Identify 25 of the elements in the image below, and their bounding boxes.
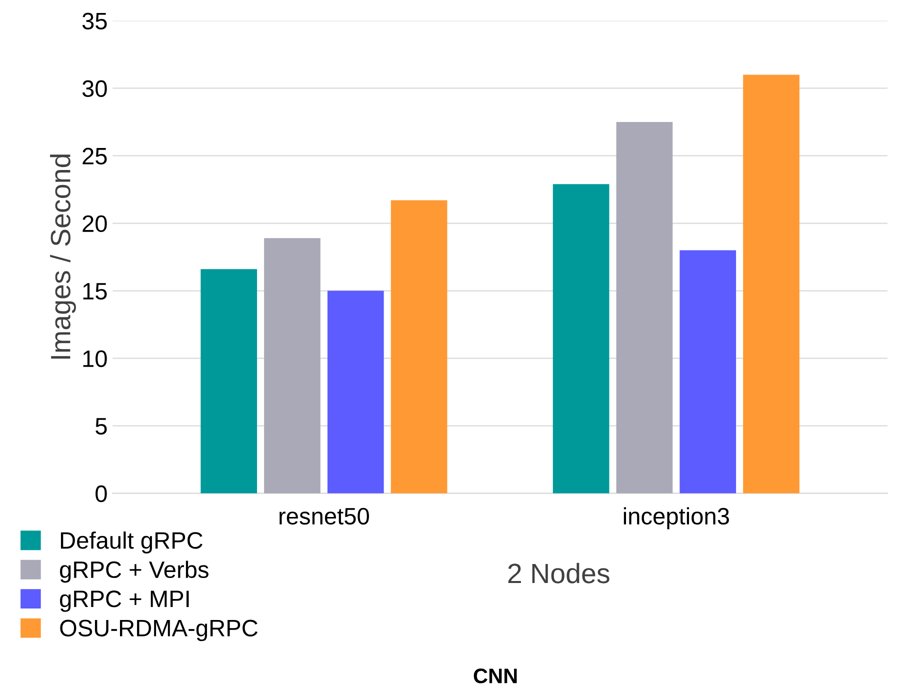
y-tick-label: 35 — [82, 12, 107, 30]
bar — [680, 250, 736, 494]
bar — [264, 238, 320, 494]
bar — [743, 74, 800, 494]
bar — [327, 290, 384, 494]
y-tick-label: 0 — [96, 485, 107, 502]
y-axis-title: Images / Second — [50, 154, 76, 359]
y-tick-label: 25 — [82, 148, 107, 165]
y-tick-label: 20 — [82, 215, 107, 232]
legend-label: gRPC + Verbs — [60, 560, 208, 583]
legend-label: gRPC + MPI — [60, 590, 189, 612]
bar — [390, 200, 448, 494]
bar — [552, 184, 610, 494]
x-tick-label: inception3 — [624, 507, 729, 530]
x-axis-title: 2 Nodes — [508, 562, 610, 584]
y-tick-label: 30 — [82, 80, 107, 98]
y-tick-label: 5 — [96, 418, 107, 435]
y-tick-label: 10 — [83, 350, 107, 368]
bar — [616, 122, 673, 494]
x-tick-label: resnet50 — [280, 508, 369, 525]
text: CNN — [474, 668, 517, 684]
y-tick-label: 15 — [83, 283, 107, 300]
legend-label: Default gRPC — [60, 531, 202, 554]
bar — [200, 269, 258, 494]
legend-label: OSU-RDMA-gRPC — [60, 620, 258, 642]
